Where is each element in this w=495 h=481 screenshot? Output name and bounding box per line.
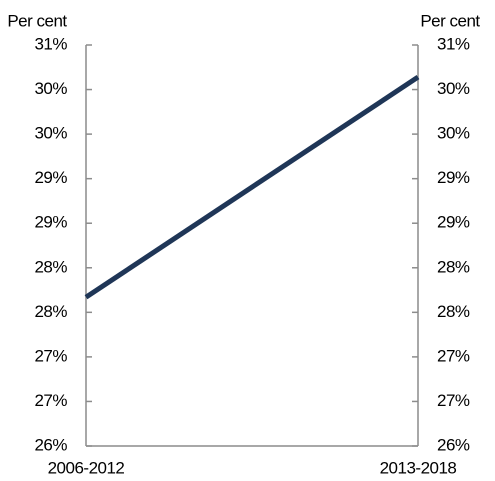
y-tick-label: 31% [34, 34, 67, 53]
y2-tick-label: 28% [437, 257, 470, 276]
y2-tick-label: 29% [437, 213, 470, 232]
y2-tick-label: 30% [437, 79, 470, 98]
y2-tick-label: 26% [437, 435, 470, 454]
y2-tick-label: 30% [437, 124, 470, 143]
y-tick-label: 30% [34, 79, 67, 98]
x-tick-label: 2006-2012 [48, 458, 125, 477]
x-tick-label: 2013-2018 [380, 458, 457, 477]
y-tick-label: 29% [34, 213, 67, 232]
line-series [84, 74, 420, 300]
y-tick-label: 26% [34, 435, 67, 454]
y2-tick-label: 27% [437, 346, 470, 365]
y2-tick-label: 27% [437, 391, 470, 410]
y-tick-label: 27% [34, 391, 67, 410]
y-tick-label: 28% [34, 302, 67, 321]
y-axis-label: Per cent [7, 11, 67, 30]
y2-tick-label: 31% [437, 34, 470, 53]
y2-tick-label: 28% [437, 302, 470, 321]
y-tick-label: 27% [34, 346, 67, 365]
y-tick-label: 28% [34, 257, 67, 276]
y2-axis-label: Per cent [420, 11, 480, 30]
y-tick-label: 29% [34, 168, 67, 187]
y2-tick-label: 29% [437, 168, 470, 187]
y-tick-label: 30% [34, 124, 67, 143]
